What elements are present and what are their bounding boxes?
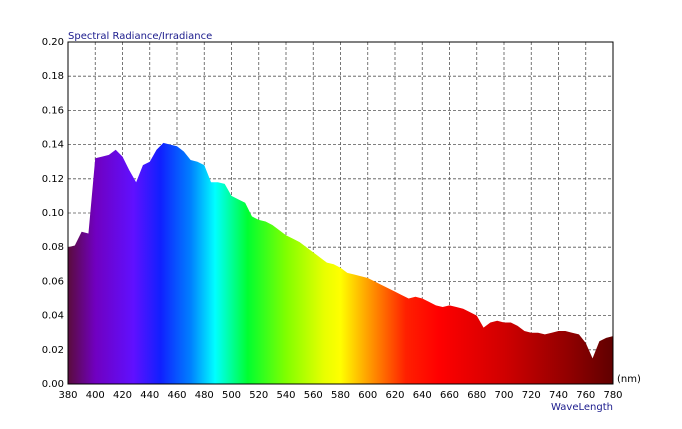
y-tick-label: 0.10: [42, 208, 64, 219]
x-tick-label: 540: [276, 390, 295, 401]
spectrum-area: [68, 142, 613, 384]
plot-frame: [67, 41, 614, 385]
y-tick-label: 0.20: [42, 37, 64, 48]
x-tick-label: 520: [249, 390, 268, 401]
x-unit: (nm): [617, 374, 641, 385]
y-tick-label: 0.04: [42, 311, 64, 322]
y-tick-label: 0.16: [42, 105, 64, 116]
x-tick-label: 560: [304, 390, 323, 401]
y-tick-label: 0.18: [42, 71, 64, 82]
y-tick-label: 0.06: [42, 276, 64, 287]
x-tick-label: 600: [358, 390, 377, 401]
x-tick-label: 480: [195, 390, 214, 401]
chart-title: Spectral Radiance/Irradiance: [68, 31, 212, 42]
x-tick-label: 500: [222, 390, 241, 401]
x-axis-label: WaveLength: [551, 402, 613, 413]
x-tick-label: 580: [331, 390, 350, 401]
x-tick-label: 620: [385, 390, 404, 401]
x-tick-label: 460: [167, 390, 186, 401]
y-tick-label: 0.00: [42, 379, 64, 390]
x-tick-label: 780: [603, 390, 622, 401]
x-tick-label: 640: [413, 390, 432, 401]
x-tick-label: 380: [58, 390, 77, 401]
x-tick-label: 420: [113, 390, 132, 401]
x-tick-label: 440: [140, 390, 159, 401]
x-tick-label: 700: [494, 390, 513, 401]
x-tick-label: 660: [440, 390, 459, 401]
y-tick-label: 0.14: [42, 140, 64, 151]
x-tick-label: 720: [522, 390, 541, 401]
y-tick-label: 0.02: [42, 345, 64, 356]
x-tick-label: 760: [576, 390, 595, 401]
x-tick-label: 400: [86, 390, 105, 401]
y-tick-label: 0.12: [42, 174, 64, 185]
x-tick-label: 740: [549, 390, 568, 401]
x-tick-label: 680: [467, 390, 486, 401]
y-tick-label: 0.08: [42, 242, 64, 253]
